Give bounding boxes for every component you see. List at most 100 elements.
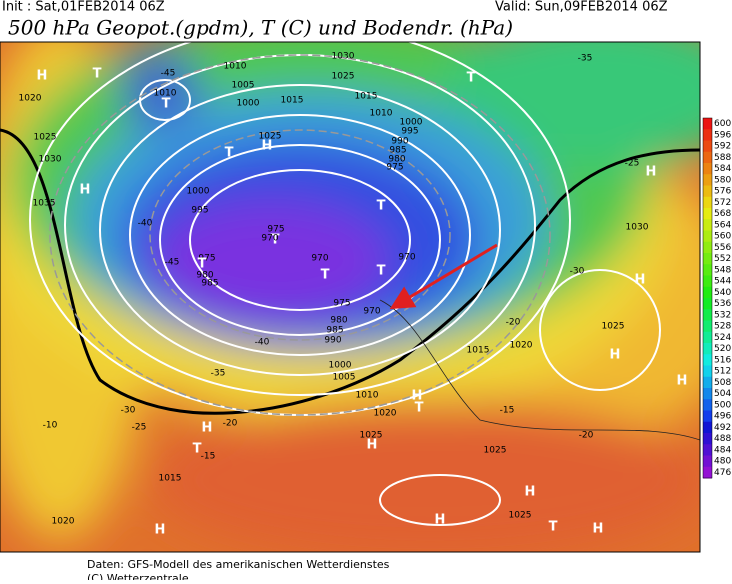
contour-label: 1015 [159, 474, 182, 484]
colorbar-swatch [703, 241, 712, 254]
colorbar-swatch [703, 433, 712, 445]
pressure-center: T [415, 401, 424, 416]
pressure-center: T [377, 199, 386, 214]
pressure-center: T [193, 442, 202, 457]
pressure-center: H [80, 183, 91, 198]
colorbar-label: 516 [714, 355, 731, 365]
colorbar-label: 476 [714, 468, 731, 478]
contour-label: 990 [324, 336, 341, 346]
colorbar-swatch [703, 354, 712, 366]
colorbar-swatch [703, 309, 712, 321]
pressure-center: H [435, 513, 446, 528]
colorbar-label: 564 [714, 220, 731, 230]
contour-label: -10 [43, 421, 58, 431]
contour-label: -40 [255, 338, 270, 348]
contour-label: 1000 [237, 99, 260, 109]
contour-label: 1025 [332, 72, 355, 82]
pressure-center: H [202, 421, 213, 436]
contour-label: 1020 [510, 341, 533, 351]
pressure-center: T [162, 97, 171, 112]
colorbar-label: 488 [714, 434, 731, 444]
colorbar-label: 520 [714, 344, 731, 354]
colorbar-frame [702, 117, 713, 479]
colorbar-swatch [703, 196, 712, 209]
contour-label: 1015 [355, 92, 378, 102]
colorbar-swatch [703, 331, 712, 344]
colorbar-swatch [703, 219, 712, 231]
colorbar-label: 596 [714, 130, 731, 140]
contour-label: 970 [398, 253, 415, 263]
colorbar-swatch [703, 140, 712, 153]
pressure-center: T [549, 520, 558, 535]
contour-label: 1015 [281, 96, 304, 106]
colorbar-swatch [703, 253, 712, 265]
contour-label: 1000 [187, 187, 210, 197]
contour-label: 975 [386, 163, 403, 173]
contour-label: -15 [201, 452, 216, 462]
contour-label: 995 [191, 206, 208, 216]
colorbar-swatch [703, 320, 712, 333]
contour-label: 1025 [602, 322, 625, 332]
contour-label: 970 [363, 307, 380, 317]
contour-label: -30 [570, 267, 585, 277]
contour-label: 985 [201, 279, 218, 289]
colorbar-label: 512 [714, 367, 731, 377]
contour-label: 985 [389, 146, 406, 156]
colorbar-label: 504 [714, 389, 731, 399]
colorbar-swatch [703, 275, 712, 288]
contour-label: 1035 [33, 199, 56, 209]
pressure-center: H [525, 485, 536, 500]
contour-label: -40 [138, 219, 153, 229]
colorbar-swatch [703, 388, 712, 400]
colorbar-label: 524 [714, 333, 731, 343]
colorbar-swatch [703, 264, 712, 276]
contour-label: -30 [121, 406, 136, 416]
contour-label: 1010 [224, 62, 247, 72]
contour-label: 975 [267, 225, 284, 235]
pressure-center: H [677, 374, 688, 389]
colorbar-label: 484 [714, 445, 731, 455]
pressure-center: T [93, 67, 102, 82]
colorbar-swatch [703, 174, 712, 186]
colorbar-swatch [703, 365, 712, 378]
contour-label: 975 [198, 254, 215, 264]
contour-label: 1030 [332, 52, 355, 62]
contour-label: 1025 [259, 132, 282, 142]
colorbar-label: 532 [714, 310, 731, 320]
contour-label: -25 [132, 423, 147, 433]
colorbar-label: 536 [714, 299, 731, 309]
pressure-center: H [367, 438, 378, 453]
colorbar-swatch [703, 455, 712, 468]
colorbar-label: 580 [714, 175, 731, 185]
pressure-center: H [262, 139, 273, 154]
colorbar-swatch [703, 129, 712, 141]
contour-label: 1030 [39, 155, 62, 165]
colorbar-swatch [703, 118, 712, 130]
contour-label: -35 [578, 54, 593, 64]
colorbar-label: 572 [714, 198, 731, 208]
colorbar-swatch [703, 151, 712, 164]
colorbar-swatch [703, 298, 712, 310]
contour-label: 1005 [232, 81, 255, 91]
contour-label: 1010 [370, 109, 393, 119]
colorbar-label: 496 [714, 412, 731, 422]
contour-label: 1020 [374, 409, 397, 419]
colorbar-label: 540 [714, 288, 731, 298]
contour-label: 1025 [360, 431, 383, 441]
colorbar-swatch [703, 410, 712, 423]
colorbar-label: 544 [714, 277, 731, 287]
colorbar-label: 556 [714, 243, 731, 253]
title: 500 hPa Geopot.(gpdm), T (C) und Bodendr… [8, 16, 513, 40]
colorbar-swatch [703, 421, 712, 434]
init-time: Init : Sat,01FEB2014 06Z [2, 0, 165, 15]
contour-label: -45 [161, 69, 176, 79]
contour-label: 985 [326, 326, 343, 336]
contour-label: 1010 [356, 391, 379, 401]
pressure-center: H [155, 523, 166, 538]
contour-label: 980 [388, 155, 405, 165]
colorbar-swatch [703, 230, 712, 243]
contour-label: -20 [223, 419, 238, 429]
contour-label: -45 [165, 258, 180, 268]
colorbar-label: 576 [714, 187, 731, 197]
colorbar-label: 492 [714, 423, 731, 433]
